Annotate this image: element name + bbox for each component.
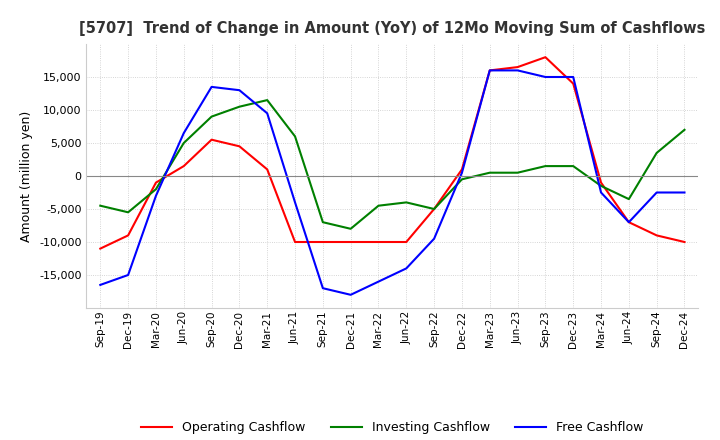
Investing Cashflow: [485, 170, 494, 175]
Free Cashflow: [179, 130, 188, 136]
Investing Cashflow: [680, 127, 689, 132]
Operating Cashflow: [430, 206, 438, 212]
Free Cashflow: [402, 266, 410, 271]
Free Cashflow: [124, 272, 132, 278]
Operating Cashflow: [513, 64, 522, 70]
Operating Cashflow: [485, 68, 494, 73]
Free Cashflow: [485, 68, 494, 73]
Free Cashflow: [430, 236, 438, 241]
Investing Cashflow: [513, 170, 522, 175]
Operating Cashflow: [374, 239, 383, 245]
Investing Cashflow: [124, 210, 132, 215]
Free Cashflow: [652, 190, 661, 195]
Operating Cashflow: [152, 180, 161, 185]
Free Cashflow: [569, 74, 577, 80]
Operating Cashflow: [569, 81, 577, 86]
Operating Cashflow: [458, 167, 467, 172]
Investing Cashflow: [374, 203, 383, 209]
Free Cashflow: [374, 279, 383, 284]
Free Cashflow: [458, 170, 467, 175]
Operating Cashflow: [179, 164, 188, 169]
Free Cashflow: [235, 88, 243, 93]
Free Cashflow: [541, 74, 550, 80]
Investing Cashflow: [96, 203, 104, 209]
Operating Cashflow: [207, 137, 216, 143]
Free Cashflow: [96, 282, 104, 288]
Investing Cashflow: [318, 220, 327, 225]
Operating Cashflow: [318, 239, 327, 245]
Investing Cashflow: [152, 187, 161, 192]
Free Cashflow: [291, 200, 300, 205]
Investing Cashflow: [179, 140, 188, 146]
Investing Cashflow: [541, 164, 550, 169]
Investing Cashflow: [346, 226, 355, 231]
Operating Cashflow: [402, 239, 410, 245]
Free Cashflow: [624, 220, 633, 225]
Investing Cashflow: [624, 196, 633, 202]
Operating Cashflow: [235, 143, 243, 149]
Legend: Operating Cashflow, Investing Cashflow, Free Cashflow: Operating Cashflow, Investing Cashflow, …: [136, 416, 649, 439]
Operating Cashflow: [624, 220, 633, 225]
Operating Cashflow: [96, 246, 104, 251]
Investing Cashflow: [207, 114, 216, 119]
Free Cashflow: [263, 110, 271, 116]
Free Cashflow: [207, 84, 216, 90]
Operating Cashflow: [124, 233, 132, 238]
Line: Free Cashflow: Free Cashflow: [100, 70, 685, 295]
Investing Cashflow: [263, 97, 271, 103]
Free Cashflow: [346, 292, 355, 297]
Line: Investing Cashflow: Investing Cashflow: [100, 100, 685, 229]
Free Cashflow: [597, 190, 606, 195]
Free Cashflow: [318, 286, 327, 291]
Investing Cashflow: [652, 150, 661, 156]
Investing Cashflow: [291, 134, 300, 139]
Free Cashflow: [680, 190, 689, 195]
Investing Cashflow: [597, 183, 606, 188]
Operating Cashflow: [263, 167, 271, 172]
Investing Cashflow: [235, 104, 243, 110]
Free Cashflow: [152, 193, 161, 198]
Operating Cashflow: [346, 239, 355, 245]
Investing Cashflow: [569, 164, 577, 169]
Operating Cashflow: [541, 55, 550, 60]
Operating Cashflow: [680, 239, 689, 245]
Title: [5707]  Trend of Change in Amount (YoY) of 12Mo Moving Sum of Cashflows: [5707] Trend of Change in Amount (YoY) o…: [79, 21, 706, 36]
Operating Cashflow: [597, 180, 606, 185]
Investing Cashflow: [458, 177, 467, 182]
Investing Cashflow: [430, 206, 438, 212]
Investing Cashflow: [402, 200, 410, 205]
Operating Cashflow: [652, 233, 661, 238]
Y-axis label: Amount (million yen): Amount (million yen): [20, 110, 34, 242]
Operating Cashflow: [291, 239, 300, 245]
Line: Operating Cashflow: Operating Cashflow: [100, 57, 685, 249]
Free Cashflow: [513, 68, 522, 73]
